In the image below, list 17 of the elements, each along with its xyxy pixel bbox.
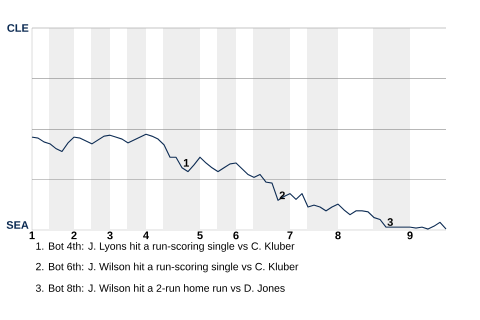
x-tick-label: 2 <box>71 232 77 240</box>
x-tick-label: 9 <box>407 232 413 240</box>
x-tick-label: 3 <box>107 232 113 240</box>
annotation: 3 <box>387 218 393 226</box>
annotation: 1 <box>184 159 189 167</box>
text: 2. Bot 6th: J. Wilson hit a run-scoring single vs C. Kluber <box>36 262 298 272</box>
text: SEA <box>6 221 29 229</box>
x-tick-label: 1 <box>30 232 35 240</box>
x-tick-label: 6 <box>233 232 239 240</box>
text: CLE <box>7 24 28 32</box>
text: 1. Bot 4th: J. Lyons hit a run-scoring single vs C. Kluber <box>36 242 294 252</box>
x-tick-label: 4 <box>143 232 149 240</box>
x-tick-label: 5 <box>197 232 203 240</box>
annotation: 2 <box>280 191 285 200</box>
x-tick-label: 7 <box>287 232 293 240</box>
text: 3. Bot 8th: J. Wilson hit a 2-run home run vs D. Jones <box>36 284 285 292</box>
x-tick-label: 8 <box>335 232 341 240</box>
